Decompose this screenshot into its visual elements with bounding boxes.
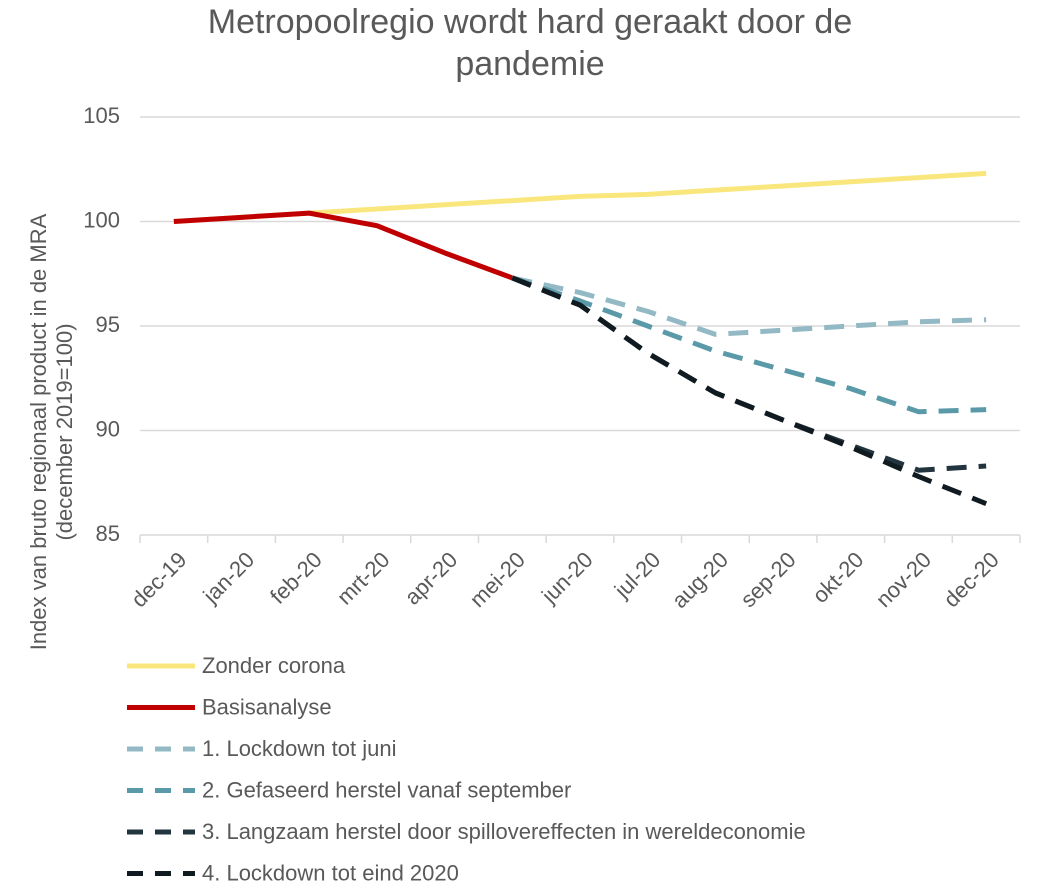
x-tick-label: jan-20 — [198, 547, 260, 609]
x-tick-label: mrt-20 — [332, 547, 395, 610]
x-tick-label: jul-20 — [609, 547, 665, 603]
legend-label: Basisanalyse — [202, 694, 332, 719]
legend-label: 4. Lockdown tot eind 2020 — [202, 860, 459, 883]
y-tick-label: 105 — [83, 103, 120, 128]
legend-label: 2. Gefaseerd herstel vanaf september — [202, 777, 571, 802]
y-tick-label: 100 — [83, 207, 120, 232]
series-line — [511, 275, 988, 506]
legend-label: 1. Lockdown tot juni — [202, 736, 396, 761]
x-tick-label: dec-20 — [939, 547, 1004, 612]
chart-title: Metropoolregio wordt hard geraakt door d… — [208, 3, 853, 83]
x-tick-label: nov-20 — [871, 547, 936, 612]
x-tick-label: mei-20 — [465, 547, 530, 612]
y-tick-label: 90 — [96, 416, 120, 441]
legend-label: 3. Langzaam herstel door spillovereffect… — [202, 819, 806, 844]
series-line — [511, 275, 987, 415]
x-tick-label: aug-20 — [667, 547, 733, 613]
x-tick-label: dec-19 — [126, 547, 191, 612]
x-tick-label: feb-20 — [265, 547, 327, 609]
x-tick-label: apr-20 — [400, 547, 463, 610]
legend-label: Zonder corona — [202, 653, 346, 678]
y-axis-label: Index van bruto regionaal product in de … — [26, 213, 77, 650]
x-tick-label: sep-20 — [735, 547, 800, 612]
series-line — [173, 210, 514, 281]
y-tick-label: 85 — [96, 521, 120, 546]
x-tick-label: jun-20 — [536, 547, 598, 609]
x-tick-label: okt-20 — [807, 547, 868, 608]
y-tick-label: 95 — [96, 312, 120, 337]
series-line — [511, 275, 987, 337]
